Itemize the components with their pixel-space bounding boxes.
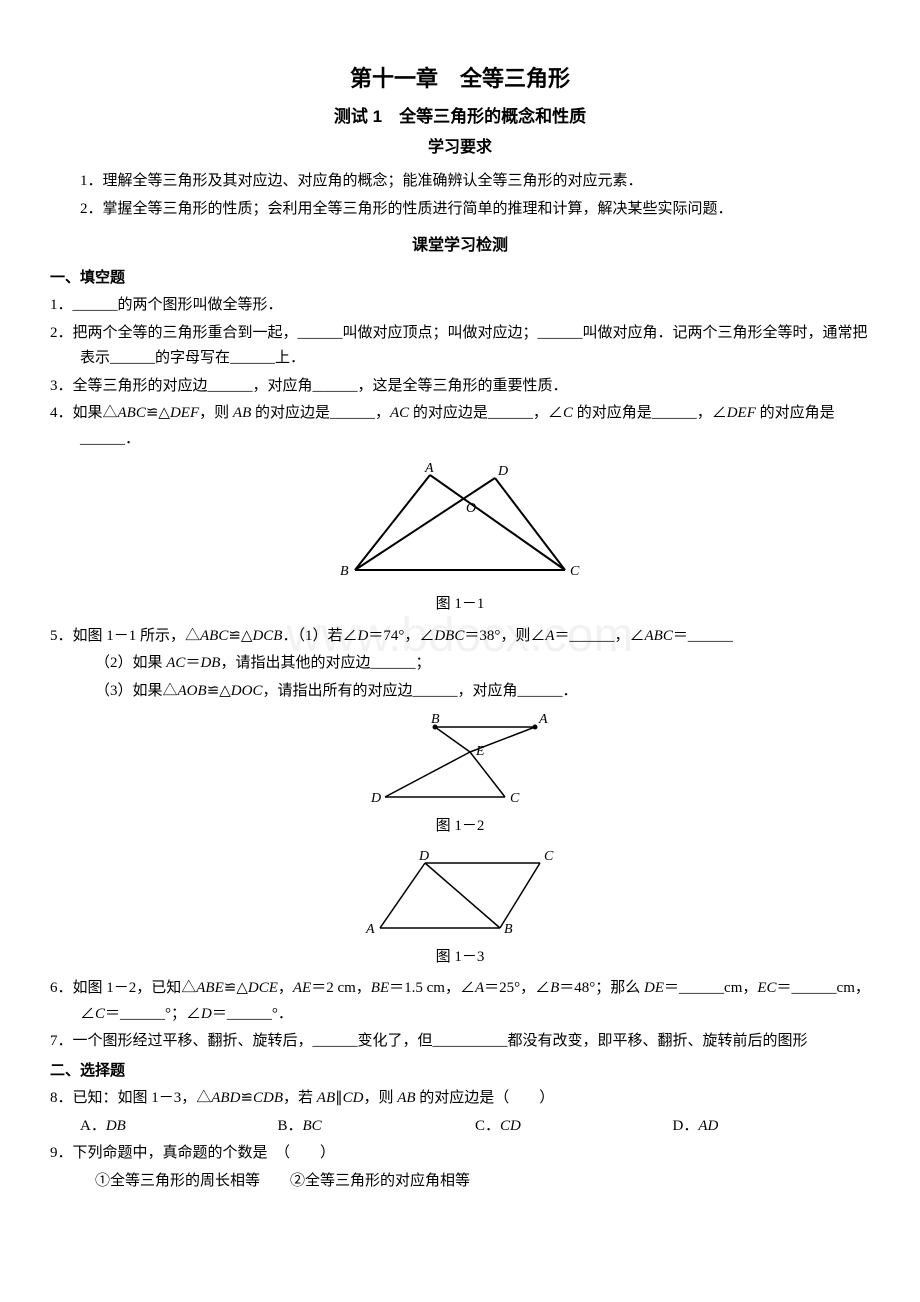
svg-text:D: D [370, 791, 381, 806]
svg-text:D: D [418, 849, 429, 864]
figure-1-3-svg: D C A B [355, 848, 565, 943]
svg-text:C: C [510, 791, 520, 806]
svg-text:O: O [466, 501, 476, 516]
svg-text:A: A [365, 922, 375, 937]
figure-1-3: D C A B [50, 848, 870, 943]
question-9-items: ①全等三角形的周长相等 ②全等三角形的对应角相等 [50, 1169, 870, 1195]
svg-text:A: A [538, 712, 548, 727]
svg-text:B: B [504, 922, 513, 937]
option-d: D．AD [673, 1114, 871, 1140]
section-choice: 二、选择题 [50, 1059, 870, 1085]
question-9: 9．下列命题中，真命题的个数是 （ ） [50, 1141, 870, 1167]
question-4: 4．如果△ABC≌△DEF，则 AB 的对应边是______，AC 的对应边是_… [50, 401, 870, 452]
svg-text:C: C [544, 849, 554, 864]
figure-1-2: B A E D C [50, 712, 870, 812]
svg-text:A: A [424, 461, 434, 476]
section-fill-blank: 一、填空题 [50, 266, 870, 292]
intro-1: 1．理解全等三角形及其对应边、对应角的概念；能准确辨认全等三角形的对应元素． [50, 169, 870, 195]
figure-1-3-caption: 图 1－3 [50, 945, 870, 971]
question-5-3: （3）如果△AOB≌△DOC，请指出所有的对应边______，对应角______… [50, 679, 870, 705]
question-2: 2．把两个全等的三角形重合到一起，______叫做对应顶点；叫做对应边；____… [50, 321, 870, 372]
question-6: 6．如图 1－2，已知△ABE≌△DCE，AE＝2 cm，BE＝1.5 cm，∠… [50, 976, 870, 1027]
figure-1-1-svg: A D B C O [315, 460, 605, 590]
svg-text:B: B [431, 712, 440, 727]
classroom-heading: 课堂学习检测 [50, 232, 870, 259]
svg-text:B: B [340, 564, 349, 579]
svg-text:E: E [475, 744, 485, 759]
intro-2: 2．掌握全等三角形的性质；会利用全等三角形的性质进行简单的推理和计算，解决某些实… [50, 197, 870, 223]
question-8: 8．已知：如图 1－3，△ABD≌CDB，若 AB∥CD，则 AB 的对应边是（… [50, 1086, 870, 1112]
question-7: 7．一个图形经过平移、翻折、旋转后，______变化了，但__________都… [50, 1029, 870, 1055]
question-8-options: A．DB B．BC C．CD D．AD [50, 1114, 870, 1140]
question-1: 1．______的两个图形叫做全等形． [50, 293, 870, 319]
svg-text:C: C [570, 564, 580, 579]
option-a: A．DB [80, 1114, 278, 1140]
chapter-title: 第十一章 全等三角形 [50, 60, 870, 97]
question-3: 3．全等三角形的对应边______，对应角______，这是全等三角形的重要性质… [50, 374, 870, 400]
figure-1-1-caption: 图 1－1 [50, 592, 870, 618]
svg-text:D: D [497, 464, 508, 479]
figure-1-2-caption: 图 1－2 [50, 814, 870, 840]
test-title: 测试 1 全等三角形的概念和性质 [50, 103, 870, 132]
option-b: B．BC [278, 1114, 476, 1140]
question-5: 5．如图 1－1 所示，△ABC≌△DCB．（1）若∠D＝74°，∠DBC＝38… [50, 624, 870, 650]
figure-1-1: A D B C O [50, 460, 870, 590]
figure-1-2-svg: B A E D C [355, 712, 565, 812]
question-5-2: （2）如果 AC＝DB，请指出其他的对应边______； [50, 651, 870, 677]
study-req-heading: 学习要求 [50, 134, 870, 161]
option-c: C．CD [475, 1114, 673, 1140]
